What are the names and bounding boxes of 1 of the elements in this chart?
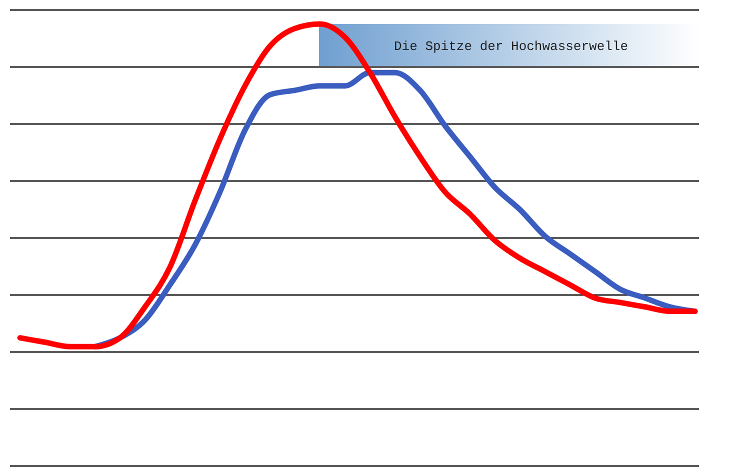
annotation: Die Spitze der Hochwasserwelle <box>394 39 628 54</box>
